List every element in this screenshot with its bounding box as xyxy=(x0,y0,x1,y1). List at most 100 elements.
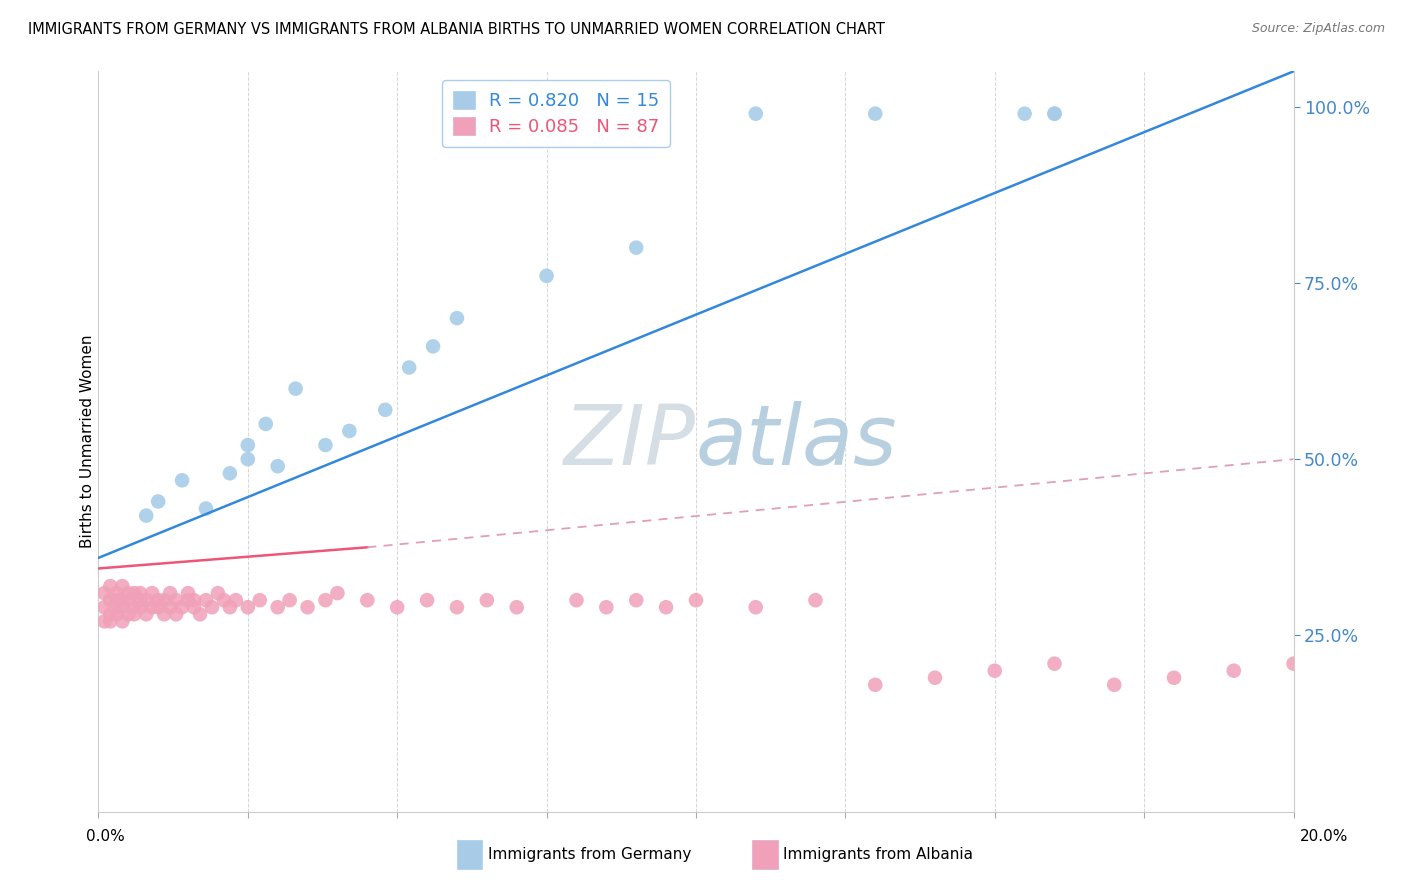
Point xyxy=(219,600,242,615)
Point xyxy=(141,600,163,615)
Point xyxy=(100,579,122,593)
Point xyxy=(153,607,176,622)
Point xyxy=(111,593,134,607)
Point xyxy=(172,600,194,615)
Text: Immigrants from Germany: Immigrants from Germany xyxy=(488,847,692,862)
Point xyxy=(1014,106,1036,120)
Point xyxy=(148,593,170,607)
Point xyxy=(1163,671,1185,685)
Point xyxy=(236,438,259,452)
Point xyxy=(129,600,152,615)
Point xyxy=(865,678,887,692)
Point xyxy=(111,600,134,615)
Point xyxy=(135,607,157,622)
Point xyxy=(655,600,678,615)
Point xyxy=(129,586,152,600)
Point xyxy=(416,593,439,607)
Point xyxy=(141,586,163,600)
Point xyxy=(385,600,409,615)
Point xyxy=(165,607,187,622)
Point xyxy=(159,586,181,600)
Point xyxy=(225,593,247,607)
Point xyxy=(1043,106,1066,120)
Point xyxy=(100,593,122,607)
Point xyxy=(93,586,115,600)
Point xyxy=(339,424,360,438)
Point xyxy=(183,600,205,615)
Point xyxy=(195,593,218,607)
Point xyxy=(865,106,887,120)
Point xyxy=(254,417,277,431)
Point xyxy=(315,438,337,452)
Point xyxy=(422,339,444,353)
Point xyxy=(93,615,115,629)
Point xyxy=(446,311,468,326)
Point xyxy=(284,382,307,396)
Point xyxy=(1043,657,1066,671)
Point xyxy=(124,600,146,615)
Point xyxy=(236,452,259,467)
Point xyxy=(315,593,337,607)
Point xyxy=(536,268,558,283)
Point xyxy=(219,467,242,481)
Point xyxy=(124,607,146,622)
Point xyxy=(105,600,128,615)
Point xyxy=(924,671,946,685)
Point xyxy=(506,600,529,615)
Point xyxy=(148,494,170,508)
Text: IMMIGRANTS FROM GERMANY VS IMMIGRANTS FROM ALBANIA BIRTHS TO UNMARRIED WOMEN COR: IMMIGRANTS FROM GERMANY VS IMMIGRANTS FR… xyxy=(28,22,884,37)
Point xyxy=(1282,657,1305,671)
Point xyxy=(398,360,420,375)
Point xyxy=(804,593,827,607)
Point xyxy=(135,593,157,607)
Point xyxy=(117,607,139,622)
Point xyxy=(745,600,768,615)
Point xyxy=(565,593,588,607)
Point xyxy=(626,241,648,255)
Point xyxy=(148,600,170,615)
Point xyxy=(212,593,235,607)
Point xyxy=(105,607,128,622)
Text: ZIP: ZIP xyxy=(564,401,696,482)
Point xyxy=(626,593,648,607)
Text: 20.0%: 20.0% xyxy=(1301,830,1348,844)
Point xyxy=(685,593,707,607)
Point xyxy=(159,600,181,615)
Point xyxy=(129,593,152,607)
Point xyxy=(1043,106,1066,120)
Point xyxy=(135,508,157,523)
Point xyxy=(267,600,290,615)
Point xyxy=(165,593,187,607)
Point xyxy=(374,402,396,417)
Point xyxy=(183,593,205,607)
Point xyxy=(117,593,139,607)
Text: 0.0%: 0.0% xyxy=(86,830,125,844)
Point xyxy=(188,607,211,622)
Point xyxy=(100,615,122,629)
Point xyxy=(117,586,139,600)
Point xyxy=(984,664,1007,678)
Point xyxy=(105,586,128,600)
Point xyxy=(93,600,115,615)
Y-axis label: Births to Unmarried Women: Births to Unmarried Women xyxy=(80,334,94,549)
Point xyxy=(297,600,319,615)
Point xyxy=(195,501,218,516)
Point xyxy=(475,593,498,607)
Point xyxy=(1223,664,1246,678)
Point xyxy=(745,106,768,120)
Point xyxy=(236,600,259,615)
Point xyxy=(105,593,128,607)
Point xyxy=(111,579,134,593)
Point xyxy=(278,593,301,607)
Point xyxy=(100,607,122,622)
Point xyxy=(267,459,290,474)
Text: atlas: atlas xyxy=(696,401,897,482)
Point xyxy=(249,593,271,607)
Point xyxy=(1104,678,1126,692)
Point xyxy=(124,586,146,600)
Point xyxy=(207,586,229,600)
Text: Source: ZipAtlas.com: Source: ZipAtlas.com xyxy=(1251,22,1385,36)
Point xyxy=(172,473,194,487)
Point xyxy=(177,593,200,607)
Legend: R = 0.820   N = 15, R = 0.085   N = 87: R = 0.820 N = 15, R = 0.085 N = 87 xyxy=(441,80,671,147)
